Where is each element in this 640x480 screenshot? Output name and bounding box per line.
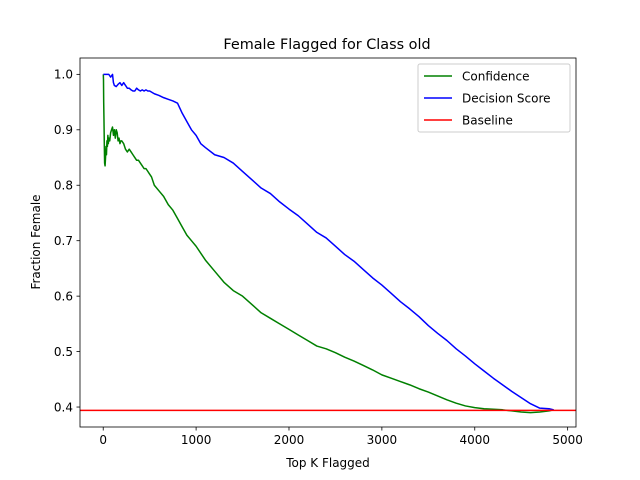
x-tick-label: 2000 — [274, 433, 305, 447]
legend-label-confidence: Confidence — [462, 69, 529, 83]
y-tick-label: 0.6 — [54, 289, 73, 303]
x-tick-label: 0 — [99, 433, 107, 447]
y-tick-label: 0.5 — [54, 345, 73, 359]
chart-title: Female Flagged for Class old — [223, 37, 430, 53]
y-tick-label: 0.7 — [54, 234, 73, 248]
y-tick-label: 1.0 — [54, 68, 73, 82]
plot-area: 0 1000 2000 3000 4000 5000 0.4 0.5 0.6 0.7 0.8 0.9 1… — [54, 57, 583, 447]
axes-frame — [79, 57, 577, 428]
legend-box — [417, 63, 571, 133]
y-tick-label: 0.9 — [54, 123, 73, 137]
x-tick-label: 1000 — [181, 433, 212, 447]
y-tick-label: 0.4 — [54, 400, 73, 414]
x-tick-label: 4000 — [459, 433, 490, 447]
legend-label-baseline: Baseline — [462, 113, 513, 127]
legend-label-decision-score: Decision Score — [462, 91, 551, 105]
y-axis-title: Fraction Female — [29, 194, 43, 289]
series-line-decision-score — [102, 73, 554, 411]
x-tick-label: 5000 — [552, 433, 583, 447]
x-tick-label: 3000 — [367, 433, 398, 447]
y-tick-label: 0.8 — [54, 179, 73, 193]
legend: Confidence Decision Score Baseline — [417, 63, 571, 133]
x-axis-title: Top K Flagged — [285, 456, 370, 470]
series-line-confidence — [102, 74, 554, 414]
